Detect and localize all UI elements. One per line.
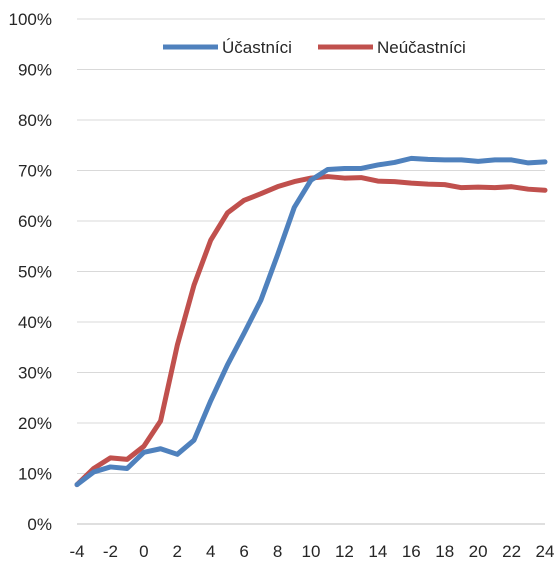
x-tick-label: 20 xyxy=(469,542,488,561)
x-tick-label: 0 xyxy=(139,542,148,561)
y-axis-ticks: 0% 10% 20% 30% 40% 50% 60% 70% 80% 90% 100% xyxy=(9,10,52,534)
x-tick-label: -4 xyxy=(69,542,84,561)
x-tick-label: 8 xyxy=(273,542,282,561)
y-tick-label: 90% xyxy=(18,61,52,80)
x-tick-label: 18 xyxy=(435,542,454,561)
series-lines xyxy=(74,155,548,488)
x-tick-label: 14 xyxy=(368,542,387,561)
series-line xyxy=(74,155,548,488)
legend-label: Neúčastníci xyxy=(377,38,466,57)
y-tick-label: 80% xyxy=(18,111,52,130)
y-tick-label: 60% xyxy=(18,212,52,231)
y-tick-label: 20% xyxy=(18,414,52,433)
y-tick-label: 100% xyxy=(9,10,52,29)
x-tick-label: 12 xyxy=(335,542,354,561)
x-tick-label: 16 xyxy=(402,542,421,561)
y-tick-label: 30% xyxy=(18,364,52,383)
x-tick-label: 22 xyxy=(502,542,521,561)
legend-label: Účastníci xyxy=(222,38,292,57)
series-line xyxy=(74,174,548,488)
x-tick-label: 10 xyxy=(302,542,321,561)
y-tick-label: 0% xyxy=(27,515,52,534)
y-tick-label: 10% xyxy=(18,465,52,484)
y-tick-label: 70% xyxy=(18,162,52,181)
x-axis-ticks: -4 -2 0 2 4 6 8 10 12 14 16 18 20 22 24 xyxy=(69,542,554,561)
gridlines xyxy=(77,18,545,474)
x-tick-label: 2 xyxy=(173,542,182,561)
x-tick-label: 24 xyxy=(536,542,554,561)
x-tick-label: 6 xyxy=(239,542,248,561)
y-tick-label: 40% xyxy=(18,313,52,332)
x-tick-label: -2 xyxy=(103,542,118,561)
x-tick-label: 4 xyxy=(206,542,215,561)
y-tick-label: 50% xyxy=(18,263,52,282)
legend: Účastníci Neúčastníci xyxy=(163,38,466,57)
